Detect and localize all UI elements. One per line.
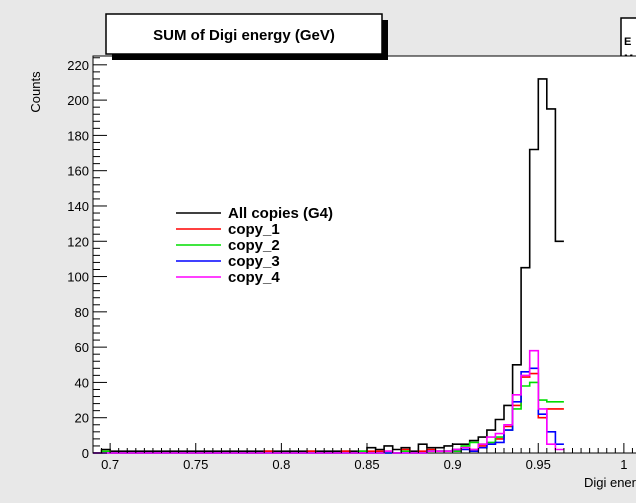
- y-tick-label: 220: [67, 58, 89, 73]
- x-tick-label: 0.8: [272, 457, 290, 472]
- chart-title: SUM of Digi energy (GeV): [153, 27, 335, 44]
- x-axis: 0.7 0.75 0.8 0.85 0.9 0.95 1: [92, 443, 633, 472]
- y-tick-label: 40: [75, 375, 89, 390]
- legend-label: copy_1: [228, 221, 280, 238]
- y-axis: 0 20 40 60 80 100 120 140 160 180 200 220: [67, 57, 107, 461]
- y-tick-label: 140: [67, 199, 89, 214]
- stats-line: E: [624, 36, 631, 48]
- series-line-copy-4: [93, 349, 564, 454]
- x-tick-label: 0.85: [354, 457, 379, 472]
- x-axis-label: Digi ener: [584, 475, 636, 490]
- x-tick-label: 0.9: [444, 457, 462, 472]
- y-tick-label: 120: [67, 234, 89, 249]
- y-tick-label: 60: [75, 340, 89, 355]
- x-tick-label: 1: [620, 457, 627, 472]
- y-tick-label: 0: [82, 446, 89, 461]
- y-axis-label: Counts: [28, 71, 43, 113]
- y-tick-label: 180: [67, 128, 89, 143]
- x-tick-label: 0.95: [526, 457, 551, 472]
- x-tick-label: 0.75: [183, 457, 208, 472]
- y-tick-label: 200: [67, 93, 89, 108]
- x-tick-label: 0.7: [101, 457, 119, 472]
- legend-label: copy_2: [228, 237, 280, 254]
- legend-label: copy_3: [228, 253, 280, 270]
- y-tick-label: 100: [67, 270, 89, 285]
- y-tick-label: 80: [75, 305, 89, 320]
- legend-label: All copies (G4): [228, 205, 333, 222]
- y-tick-label: 160: [67, 164, 89, 179]
- title-box: SUM of Digi energy (GeV): [105, 13, 388, 60]
- y-tick-label: 20: [75, 411, 89, 426]
- legend-label: copy_4: [228, 269, 280, 286]
- legend-background: [170, 200, 404, 300]
